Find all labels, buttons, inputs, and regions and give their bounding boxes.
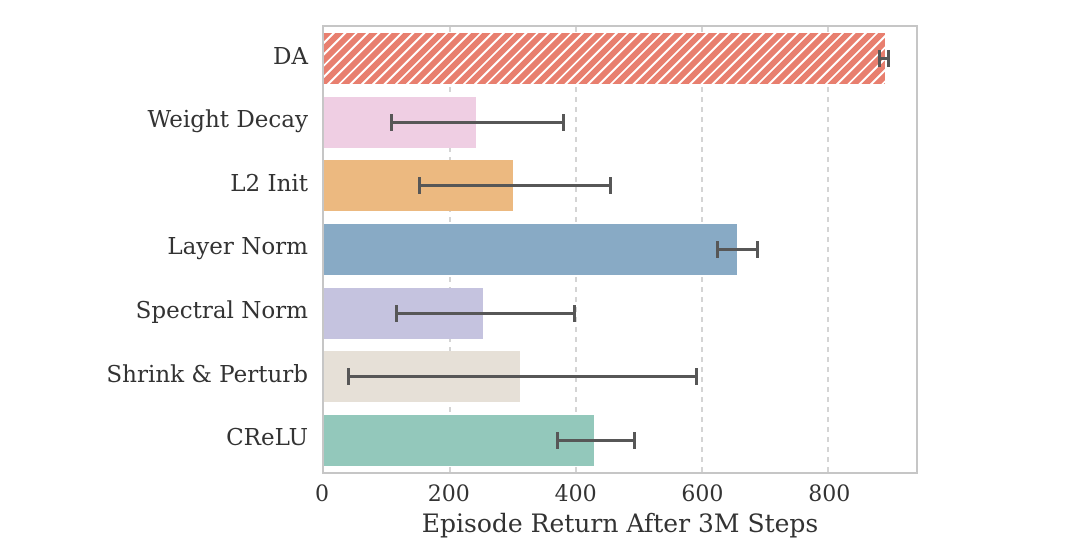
x-tick-label-800: 800: [808, 482, 851, 507]
y-tick-label-weight-decay: Weight Decay: [147, 107, 308, 134]
y-tick-label-layer-norm: Layer Norm: [167, 234, 308, 261]
error-cap-right-shrink-perturb: [695, 368, 699, 386]
error-bar-l2-init: [418, 177, 613, 195]
y-tick-label-shrink-perturb: Shrink & Perturb: [106, 361, 308, 388]
error-cap-right-da: [887, 50, 891, 68]
y-tick-label-crelu: CReLU: [226, 425, 308, 452]
error-bar-spectral-norm: [395, 304, 576, 322]
error-cap-left-crelu: [555, 431, 559, 449]
error-cap-right-l2-init: [609, 177, 613, 195]
x-axis-label: Episode Return After 3M Steps: [421, 509, 819, 538]
error-cap-left-weight-decay: [390, 113, 394, 131]
y-axis-labels: DA Weight Decay L2 Init Layer Norm Spectral …: [0, 25, 308, 474]
gridline-800: [826, 27, 829, 472]
error-cap-right-layer-norm: [755, 241, 759, 258]
bar-crelu: [324, 414, 594, 466]
bar-da: [324, 33, 885, 85]
error-cap-right-spectral-norm: [572, 304, 576, 322]
error-cap-left-spectral-norm: [395, 304, 399, 322]
y-tick-label-da: DA: [272, 43, 308, 70]
error-cap-left-l2-init: [418, 177, 422, 195]
error-cap-left-layer-norm: [715, 241, 719, 258]
y-tick-label-spectral-norm: Spectral Norm: [135, 298, 308, 325]
x-tick-label-200: 200: [427, 482, 470, 507]
error-cap-right-weight-decay: [561, 113, 565, 131]
bar-layer-norm: [324, 224, 737, 275]
error-cap-left-shrink-perturb: [346, 368, 350, 386]
error-bar-shrink-perturb: [346, 368, 699, 386]
error-bar-weight-decay: [390, 113, 565, 131]
x-tick-labels: 0 200 400 600 800: [0, 482, 1080, 512]
error-cap-left-da: [878, 50, 882, 68]
error-bar-da: [878, 50, 891, 68]
error-bar-crelu: [555, 431, 637, 449]
error-bar-layer-norm: [715, 241, 759, 258]
plot-area: [322, 25, 918, 474]
error-cap-right-crelu: [633, 431, 637, 449]
y-tick-label-l2-init: L2 Init: [230, 170, 308, 197]
x-tick-label-0: 0: [315, 482, 329, 507]
x-tick-label-600: 600: [681, 482, 724, 507]
x-tick-label-400: 400: [554, 482, 597, 507]
